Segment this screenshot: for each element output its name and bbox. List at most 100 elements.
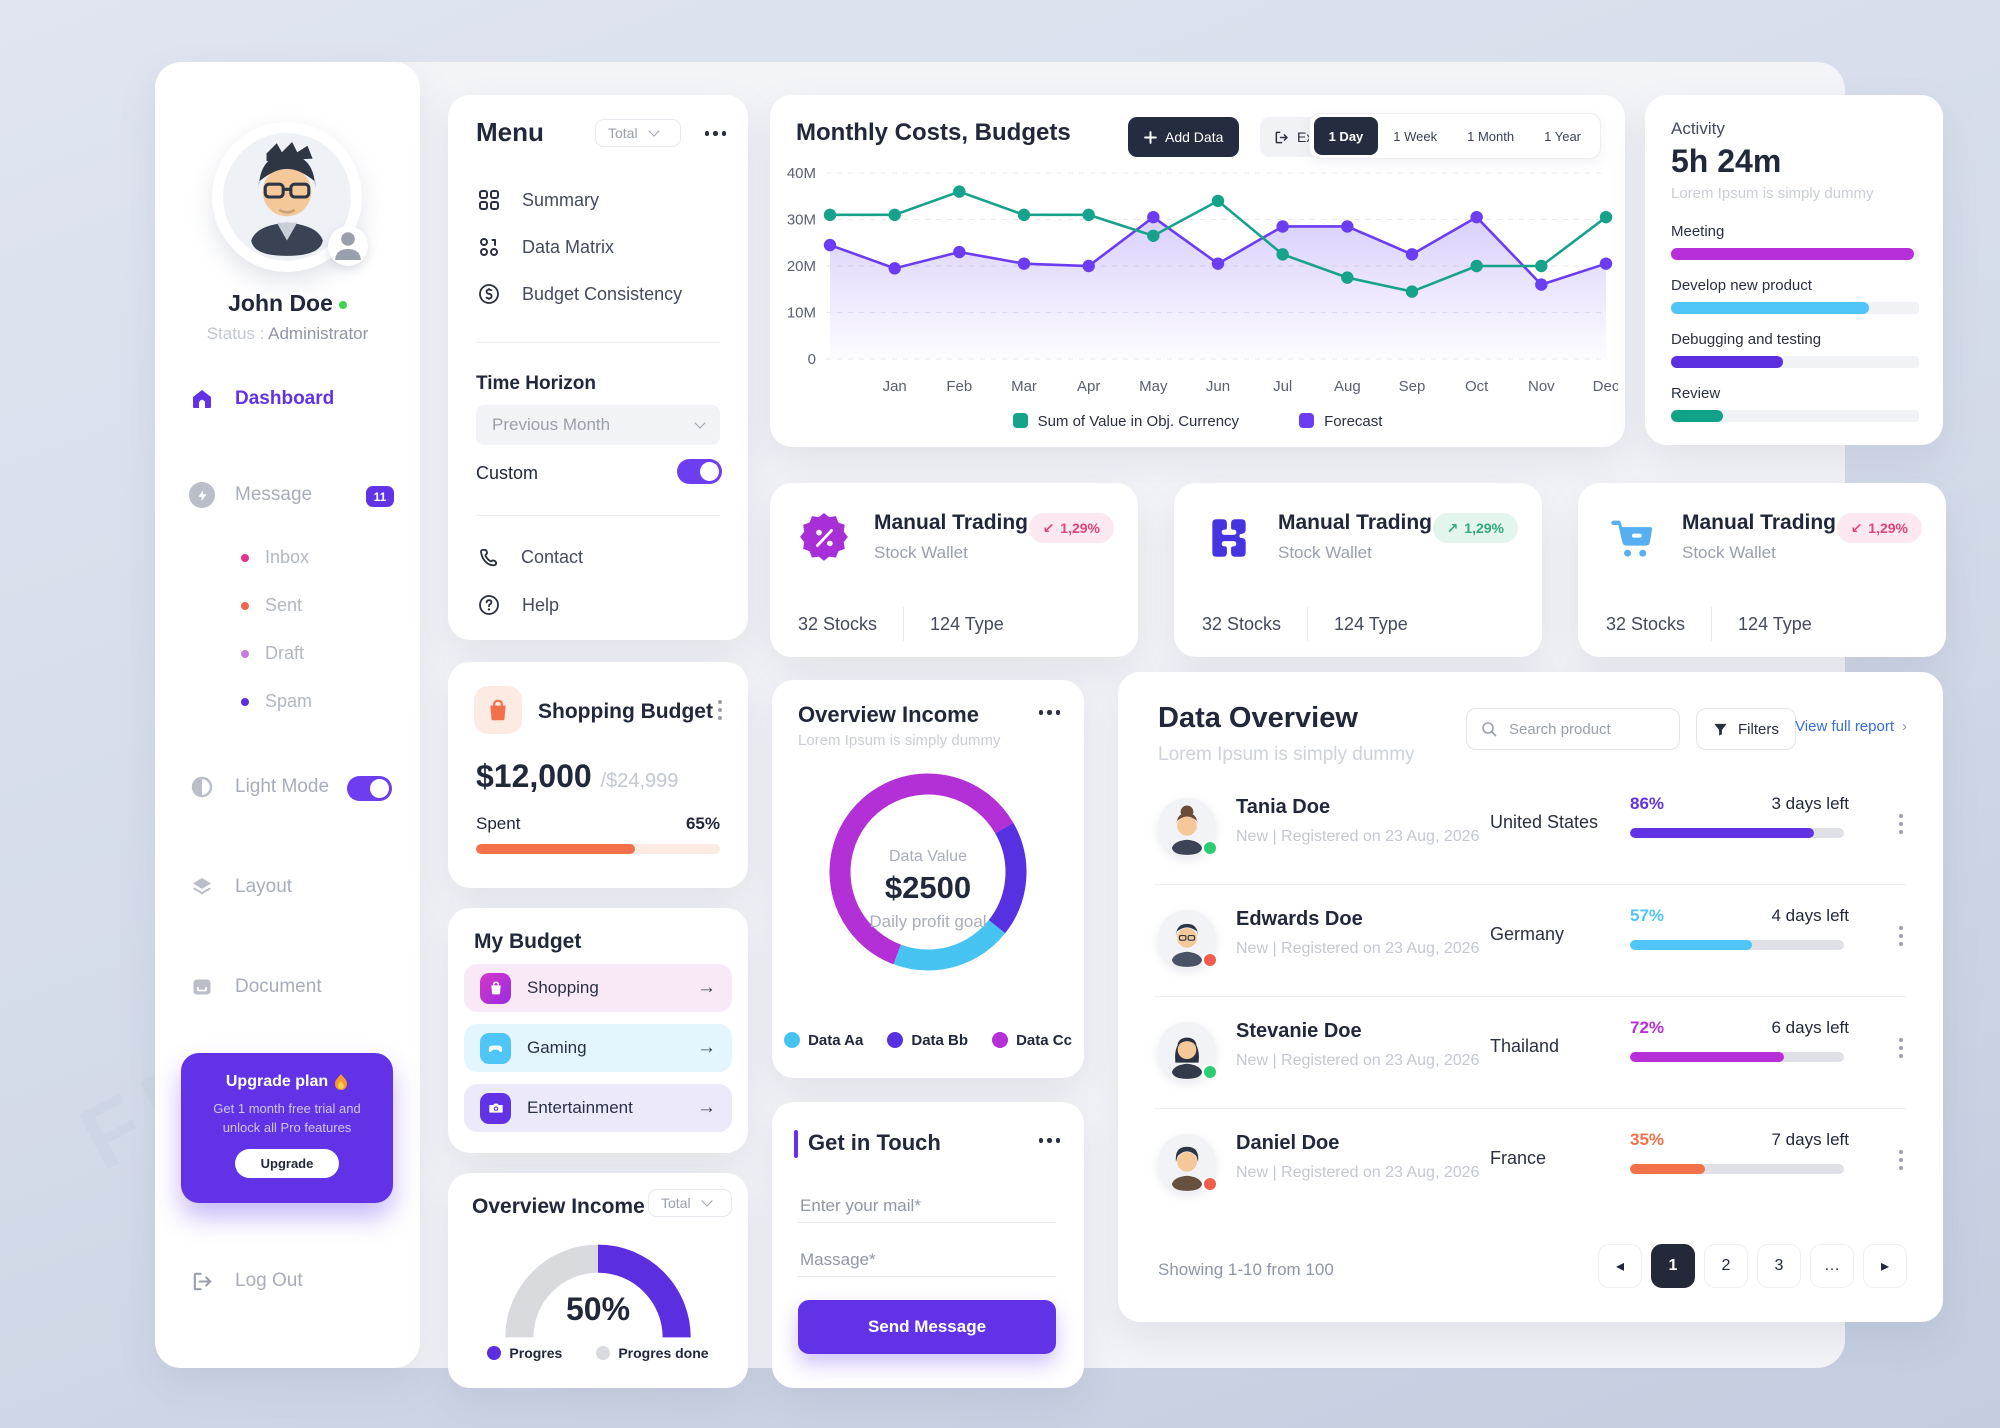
- activity-bar-develop: Develop new product: [1671, 277, 1919, 314]
- folder-label: Inbox: [265, 547, 310, 567]
- folder-dot: [241, 601, 249, 610]
- menu-item-summary[interactable]: Summary: [478, 189, 599, 211]
- row-kebab-icon[interactable]: [1895, 810, 1907, 838]
- sidebar-item-layout[interactable]: Layout: [189, 874, 292, 900]
- sidebar-item-label: Dashboard: [235, 388, 335, 409]
- card-kebab-icon[interactable]: [1038, 710, 1060, 715]
- title-accent-bar: [794, 1130, 798, 1158]
- menu-item-contact[interactable]: Contact: [478, 547, 583, 568]
- card-title: Manual Trading: [874, 511, 1029, 534]
- page-3-button[interactable]: 3: [1757, 1244, 1801, 1288]
- flame-icon: [335, 1073, 348, 1090]
- menu-kebab-icon[interactable]: [704, 131, 726, 136]
- row-percent: 86%: [1630, 794, 1665, 813]
- menu-item-label: Contact: [521, 547, 584, 567]
- menu-scope-select[interactable]: Total: [595, 119, 681, 147]
- sidebar-item-logout[interactable]: Log Out: [189, 1268, 303, 1294]
- upgrade-button[interactable]: Upgrade: [235, 1149, 339, 1178]
- phone-icon: [480, 548, 498, 567]
- table-row: Edwards Doe New | Registered on 23 Aug, …: [1118, 884, 1943, 996]
- folder-label: Spam: [265, 691, 313, 711]
- search-input[interactable]: [1507, 719, 1647, 739]
- range-segmented-control: 1 Day 1 Week 1 Month 1 Year: [1308, 113, 1601, 159]
- divider: [1154, 996, 1906, 997]
- svg-text:Oct: Oct: [1465, 378, 1489, 395]
- row-kebab-icon[interactable]: [1895, 1146, 1907, 1174]
- message-field[interactable]: [798, 1244, 1056, 1277]
- sidebar-item-light-mode: Light Mode: [189, 774, 329, 800]
- send-message-button[interactable]: Send Message: [798, 1300, 1056, 1354]
- svg-text:Aug: Aug: [1334, 378, 1361, 395]
- trend-down-icon: ↙: [1042, 519, 1055, 536]
- card-kebab-icon[interactable]: [714, 696, 726, 724]
- sidebar-folder-sent[interactable]: Sent: [241, 595, 302, 616]
- range-1-week[interactable]: 1 Week: [1393, 128, 1438, 144]
- data-overview-card: Data Overview Lorem Ipsum is simply dumm…: [1118, 672, 1943, 1322]
- divider: [1154, 884, 1906, 885]
- email-field[interactable]: [798, 1190, 1056, 1223]
- budget-item-entertainment[interactable]: Entertainment →: [464, 1084, 732, 1132]
- search-box: [1466, 708, 1680, 750]
- svg-text:Jul: Jul: [1273, 378, 1292, 395]
- sidebar-item-dashboard[interactable]: Dashboard: [189, 386, 334, 412]
- page-ellipsis-button[interactable]: …: [1810, 1244, 1854, 1288]
- menu-item-data-matrix[interactable]: Data Matrix: [478, 236, 614, 258]
- budget-item-shopping[interactable]: Shopping →: [464, 964, 732, 1012]
- page-2-button[interactable]: 2: [1704, 1244, 1748, 1288]
- card-stats: 32 Stocks 124 Type: [1202, 607, 1408, 641]
- gauge-scope-select[interactable]: Total: [648, 1189, 732, 1217]
- row-kebab-icon[interactable]: [1895, 922, 1907, 950]
- trend-up-icon: ↗: [1446, 519, 1459, 536]
- sidebar-item-message[interactable]: Message: [189, 482, 312, 508]
- filters-button[interactable]: Filters: [1696, 708, 1796, 750]
- trend-down-icon: ↙: [1850, 519, 1863, 536]
- time-horizon-select[interactable]: Previous Month: [476, 405, 720, 445]
- card-kebab-icon[interactable]: [1038, 1138, 1060, 1143]
- status-dot: [1202, 840, 1218, 856]
- gauge-percent: 50%: [565, 1291, 631, 1327]
- sidebar-folder-draft[interactable]: Draft: [241, 643, 304, 664]
- svg-text:30M: 30M: [787, 212, 816, 229]
- budget-item-label: Gaming: [527, 1038, 587, 1057]
- range-1-year[interactable]: 1 Year: [1544, 128, 1581, 144]
- sidebar-item-label: Light Mode: [235, 776, 330, 797]
- row-meta: New | Registered on 23 Aug, 2026: [1236, 940, 1480, 957]
- pagination: ◂ 1 2 3 … ▸: [1598, 1244, 1907, 1288]
- upgrade-description: Get 1 month free trial and unlock all Pro…: [213, 1101, 361, 1135]
- menu-item-help[interactable]: Help: [478, 594, 559, 616]
- view-full-report-link[interactable]: View full report ›: [1795, 718, 1907, 735]
- filter-icon: [1714, 723, 1727, 736]
- menu-item-budget-consistency[interactable]: Budget Consistency: [478, 283, 682, 305]
- range-1-day[interactable]: 1 Day: [1313, 117, 1379, 155]
- activity-card: Activity 5h 24m Lorem Ipsum is simply du…: [1645, 95, 1943, 445]
- user-avatar[interactable]: [212, 122, 368, 272]
- gauge-legend: Progres Progres done: [448, 1345, 748, 1361]
- row-meta: New | Registered on 23 Aug, 2026: [1236, 828, 1480, 845]
- sidebar-folder-inbox[interactable]: Inbox: [241, 547, 309, 568]
- page-1-button[interactable]: 1: [1651, 1244, 1695, 1288]
- budget-item-gaming[interactable]: Gaming →: [464, 1024, 732, 1072]
- folder-label: Sent: [265, 595, 303, 615]
- avatar: [1158, 910, 1218, 968]
- select-value: Previous Month: [492, 415, 611, 434]
- row-kebab-icon[interactable]: [1895, 1034, 1907, 1062]
- manual-trading-card-1: Manual Trading Stock Wallet ↙ 1,29% 32 St…: [770, 483, 1138, 657]
- svg-text:May: May: [1139, 378, 1168, 395]
- plus-icon: [1144, 130, 1157, 144]
- sidebar-item-document[interactable]: Document: [189, 974, 322, 1000]
- prev-page-button[interactable]: ◂: [1598, 1244, 1642, 1288]
- light-mode-toggle[interactable]: [347, 776, 392, 801]
- edit-profile-icon[interactable]: [328, 226, 368, 266]
- matrix-dots-icon: [480, 238, 498, 256]
- card-subtitle: Lorem Ipsum is simply dummy: [798, 732, 1001, 749]
- svg-text:Mar: Mar: [1011, 378, 1037, 395]
- svg-text:20M: 20M: [787, 258, 816, 275]
- next-page-button[interactable]: ▸: [1863, 1244, 1907, 1288]
- custom-toggle[interactable]: [677, 459, 722, 484]
- add-data-button[interactable]: Add Data: [1128, 117, 1240, 157]
- row-days-left: 3 days left: [1771, 794, 1850, 813]
- range-1-month[interactable]: 1 Month: [1467, 128, 1515, 144]
- donut-center: Data Value $2500 Daily profit goal: [869, 848, 987, 931]
- sidebar-folder-spam[interactable]: Spam: [241, 691, 312, 712]
- svg-text:Feb: Feb: [946, 378, 972, 395]
